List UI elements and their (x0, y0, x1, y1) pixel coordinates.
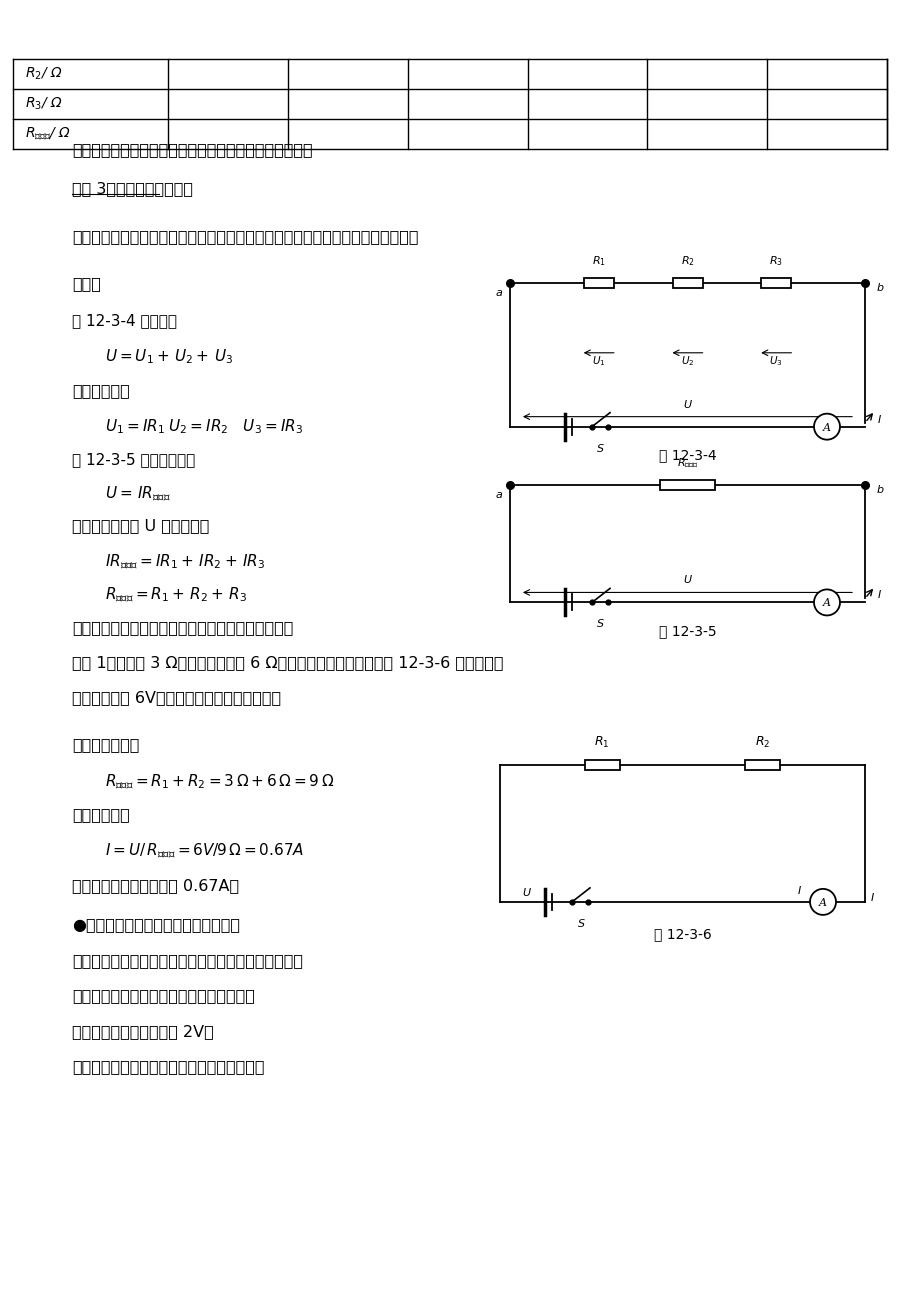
Text: $R_2$: $R_2$ (680, 254, 694, 268)
Text: A: A (823, 599, 830, 608)
Text: 解：串联电路中: 解：串联电路中 (72, 737, 139, 753)
Text: 图 12-3-6: 图 12-3-6 (652, 927, 710, 941)
Text: $I$: $I$ (796, 884, 800, 896)
Text: $R_{串等效}$: $R_{串等效}$ (676, 456, 698, 470)
Text: $R_3$/ Ω: $R_3$/ Ω (25, 95, 62, 112)
Text: 收集信息：实验设计思想、设计步骤、数据。: 收集信息：实验设计思想、设计步骤、数据。 (72, 1059, 265, 1074)
Text: 情境 3：利用已有理论推导: 情境 3：利用已有理论推导 (72, 181, 193, 197)
Text: $U_1$: $U_1$ (591, 354, 605, 367)
Text: 图 12-3-4: 图 12-3-4 (658, 449, 716, 462)
Text: $R_1$: $R_1$ (591, 254, 605, 268)
Text: 结论：串联电路中，等效电阻等于各串联电阻之和。: 结论：串联电路中，等效电阻等于各串联电阻之和。 (72, 620, 293, 635)
Bar (744, 759, 779, 769)
Text: 初步结论：串联电路中，等效电阻等于各串联电阻之和。: 初步结论：串联电路中，等效电阻等于各串联电阻之和。 (72, 142, 312, 158)
Text: $IR_{串等效}=IR_1+ \, IR_2+ \, IR_3$: $IR_{串等效}=IR_1+ \, IR_2+ \, IR_3$ (105, 552, 265, 570)
Text: b: b (876, 283, 883, 293)
Text: $U$: $U$ (521, 885, 531, 898)
Bar (584, 759, 619, 769)
Text: $U$: $U$ (682, 397, 692, 410)
Circle shape (809, 889, 835, 915)
Text: S: S (596, 620, 604, 629)
Text: $R_2$: $R_2$ (754, 734, 769, 750)
Text: 引导：利用串联电路电压、电流特点推导串联等效电阻与各串联电阻之间的关系。: 引导：利用串联电路电压、电流特点推导串联等效电阻与各串联电阻之间的关系。 (72, 229, 418, 245)
Text: 引导：依据实验目的，学生自己设计实验。: 引导：依据实验目的，学生自己设计实验。 (72, 988, 255, 1004)
Bar (584, 277, 613, 288)
Text: A: A (823, 423, 830, 432)
Text: 图 12-3-5: 图 12-3-5 (658, 625, 716, 638)
Bar (760, 277, 790, 288)
Text: $U_2$: $U_2$ (680, 354, 694, 367)
Text: $U_1= IR_1 \; U_2= IR_2 \quad U_3= IR_3$: $U_1= IR_1 \; U_2= IR_2 \quad U_3= IR_3$ (105, 418, 302, 436)
Text: $R_{串等效}$/ Ω: $R_{串等效}$/ Ω (25, 125, 71, 142)
Text: 学生实验探究：并联等效电阻与并联电阻之间的关系。: 学生实验探究：并联等效电阻与并联电阻之间的关系。 (72, 953, 302, 969)
Text: $U= \, IR_{串等效}$: $U= \, IR_{串等效}$ (105, 484, 171, 503)
Text: 例题 1：把一个 3 Ω的电阻，和一个 6 Ω的电阻串联在电路中，如图 12-3-6 所示，电源: 例题 1：把一个 3 Ω的电阻，和一个 6 Ω的电阻串联在电路中，如图 12-3… (72, 655, 503, 671)
Text: $R_3$: $R_3$ (768, 254, 782, 268)
Circle shape (813, 414, 839, 440)
Text: a: a (494, 490, 502, 500)
Text: b: b (876, 484, 883, 495)
Text: $I$: $I$ (876, 589, 881, 600)
Text: $R_1$: $R_1$ (594, 734, 609, 750)
Text: $U_3$: $U_3$ (768, 354, 782, 367)
Text: 图 12-3-4 串联电路: 图 12-3-4 串联电路 (72, 312, 176, 328)
Text: ●并联等效电阻与并联电阻之间的关系: ●并联等效电阻与并联电阻之间的关系 (72, 917, 240, 932)
Text: 依据欧姆定律: 依据欧姆定律 (72, 383, 130, 398)
Text: $I$: $I$ (869, 891, 874, 902)
Circle shape (813, 590, 839, 616)
Text: 根据欧姆定律: 根据欧姆定律 (72, 807, 130, 823)
Text: $R_{串等效}= R_1+ R_2=3\,Ω+6\,Ω=9\,Ω$: $R_{串等效}= R_1+ R_2=3\,Ω+6\,Ω=9\,Ω$ (105, 772, 334, 790)
Text: S: S (577, 919, 584, 928)
Text: $U=U_1+ \, U_2+ \, U_3$: $U=U_1+ \, U_2+ \, U_3$ (105, 348, 233, 366)
Text: 依据两图中电压 U 不变，可得: 依据两图中电压 U 不变，可得 (72, 518, 210, 534)
Text: 答：这个电路中电流约为 0.67A。: 答：这个电路中电流约为 0.67A。 (72, 878, 239, 893)
Bar (672, 277, 702, 288)
Text: 图 12-3-5 依据欧姆定律: 图 12-3-5 依据欧姆定律 (72, 452, 195, 467)
Text: a: a (494, 288, 502, 298)
Text: $I = U/ \, R_{串等效}=6V/9\,Ω=0.67A$: $I = U/ \, R_{串等效}=6V/9\,Ω=0.67A$ (105, 841, 304, 859)
Text: $R_{串等效}= R_1+ \, R_2+ \, R_3$: $R_{串等效}= R_1+ \, R_2+ \, R_3$ (105, 586, 247, 604)
Text: 推导：: 推导： (72, 276, 101, 292)
Text: S: S (596, 444, 604, 453)
Text: $U$: $U$ (682, 573, 692, 586)
Text: 提醒：学生电源电压改为 2V。: 提醒：学生电源电压改为 2V。 (72, 1023, 213, 1039)
Text: $I$: $I$ (876, 413, 881, 424)
Bar (659, 479, 714, 490)
Text: A: A (818, 898, 826, 907)
Text: 两端的电压为 6V，这个电路中的电流是多大？: 两端的电压为 6V，这个电路中的电流是多大？ (72, 690, 281, 706)
Text: $R_2$/ Ω: $R_2$/ Ω (25, 65, 62, 82)
